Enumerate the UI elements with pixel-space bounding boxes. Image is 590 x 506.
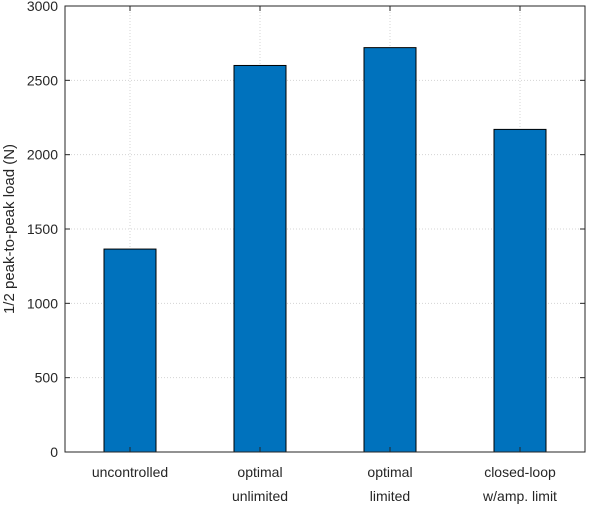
x-tick-label: unlimited — [232, 488, 288, 504]
y-tick-label: 2000 — [27, 147, 58, 163]
x-tick-label: optimal — [237, 464, 282, 480]
bar — [493, 128, 547, 453]
x-tick-label: uncontrolled — [92, 464, 168, 480]
bar — [233, 64, 287, 453]
x-axis-ticks: uncontrolled optimal unlimited optimal limit… — [92, 6, 557, 504]
bar — [103, 248, 157, 453]
y-tick-label: 0 — [50, 444, 58, 460]
y-tick-label: 3000 — [27, 0, 58, 14]
bar — [363, 47, 417, 453]
x-tick-label: limited — [370, 488, 410, 504]
x-tick-label: w/amp. limit — [482, 488, 557, 504]
y-tick-label: 1000 — [27, 295, 58, 311]
x-tick-label: closed-loop — [484, 464, 556, 480]
y-axis-label: 1/2 peak-to-peak load (N) — [1, 144, 18, 314]
x-tick-label: optimal — [367, 464, 412, 480]
y-tick-label: 2500 — [27, 72, 58, 88]
y-tick-label: 500 — [35, 370, 59, 386]
y-tick-label: 1500 — [27, 221, 58, 237]
y-axis-ticks: 0 500 1000 1500 2000 2500 3000 — [27, 0, 585, 460]
bars — [103, 47, 547, 453]
